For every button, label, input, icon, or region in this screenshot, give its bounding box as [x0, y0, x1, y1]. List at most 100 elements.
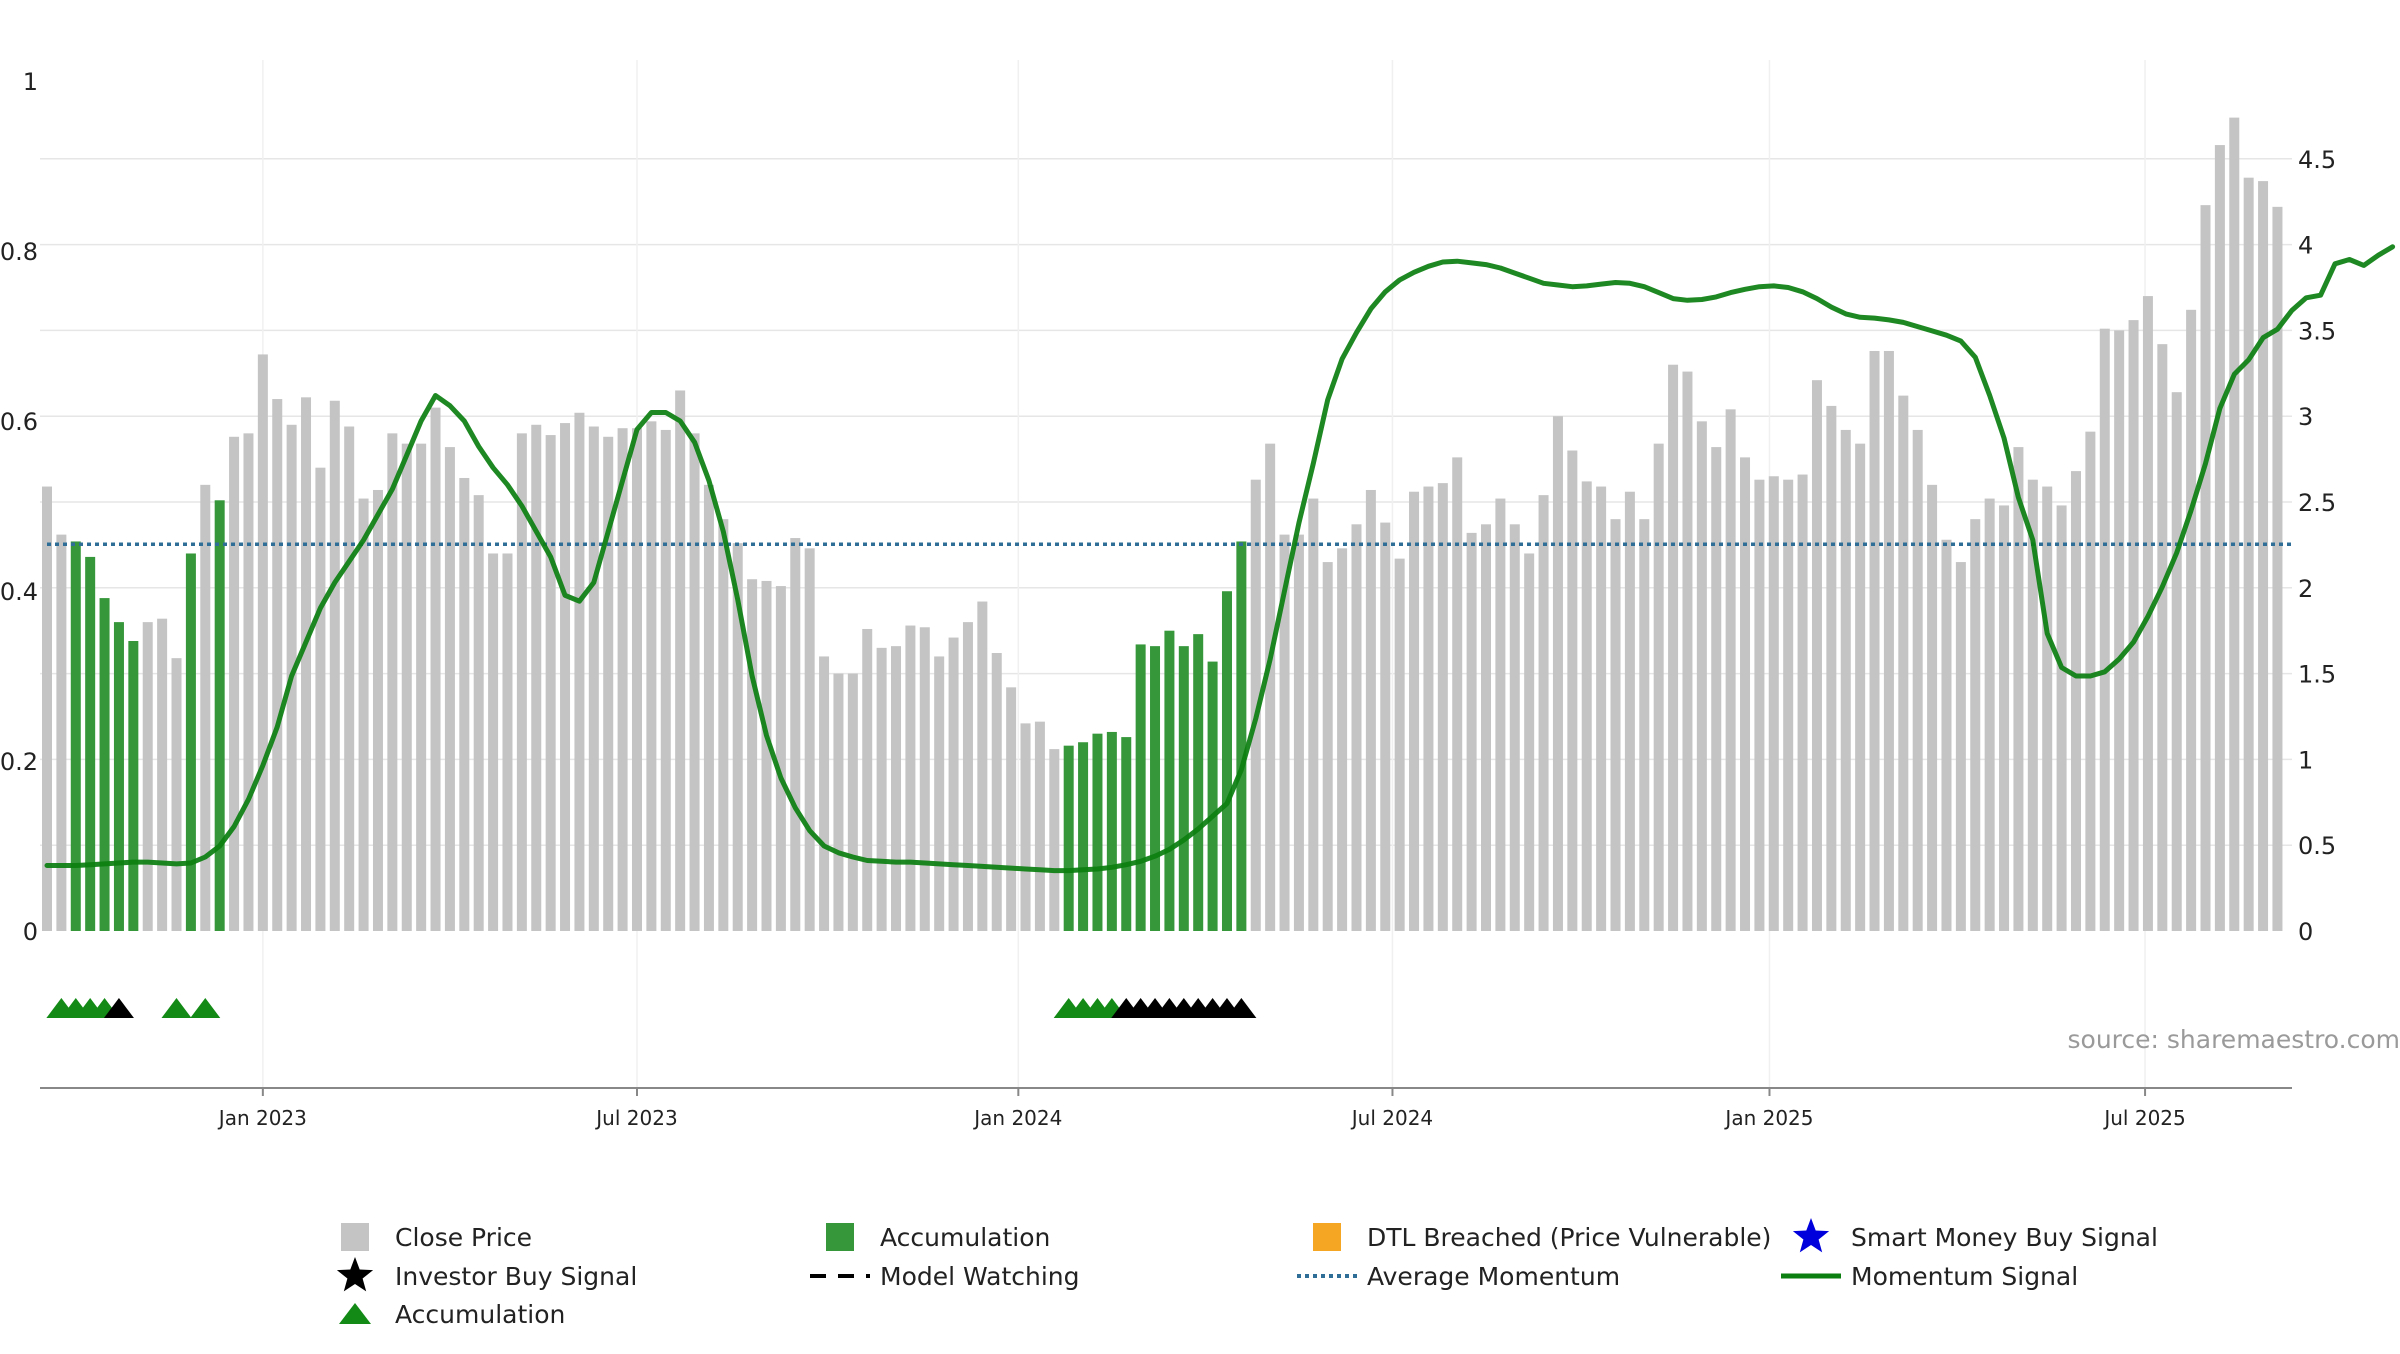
close-price-bar — [143, 622, 153, 931]
close-price-bar — [1524, 553, 1534, 931]
signal-markers — [46, 998, 1256, 1018]
close-price-bar — [819, 656, 829, 931]
legend-item: Investor Buy Signal — [337, 1257, 637, 1291]
close-price-bar — [790, 538, 800, 931]
accumulation-bar — [1164, 631, 1174, 931]
y-axis-right: 00.511.522.533.544.5 — [2298, 146, 2336, 946]
legend-triangle-icon — [339, 1303, 371, 1324]
legend-swatch — [826, 1223, 854, 1251]
close-price-bar — [1611, 519, 1621, 931]
close-price-bar — [2114, 330, 2124, 931]
y-right-tick-label: 1 — [2298, 746, 2313, 774]
close-price-bar — [1351, 524, 1361, 931]
y-axis-left: 00.20.40.60.81 — [0, 68, 38, 946]
source-credit: source: sharemaestro.com — [2068, 1025, 2400, 1054]
close-price-bar — [1495, 499, 1505, 931]
close-price-bar — [1711, 447, 1721, 931]
accumulation-bar — [1150, 646, 1160, 931]
close-price-bar — [416, 444, 426, 931]
close-price-bar — [2258, 181, 2268, 931]
close-price-bar — [2229, 118, 2239, 931]
close-price-bar — [402, 444, 412, 931]
accumulation-bar — [1236, 541, 1246, 931]
legend-label: Smart Money Buy Signal — [1851, 1223, 2158, 1252]
close-price-bar — [891, 646, 901, 931]
legend-label: Investor Buy Signal — [395, 1262, 637, 1291]
close-price-bar — [1884, 351, 1894, 931]
close-price-bar — [1423, 487, 1433, 931]
close-price-bar — [1639, 519, 1649, 931]
close-price-bar — [1970, 519, 1980, 931]
close-price-bar — [1395, 559, 1405, 931]
y-left-tick-label: 0.8 — [0, 238, 38, 266]
close-price-bar — [1337, 548, 1347, 931]
accumulation-bar — [114, 622, 124, 931]
legend-label: DTL Breached (Price Vulnerable) — [1367, 1223, 1771, 1252]
close-price-bar — [2157, 344, 2167, 931]
y-right-tick-label: 3.5 — [2298, 317, 2336, 345]
close-price-bar — [330, 401, 340, 931]
momentum-signal-group — [47, 247, 2393, 871]
x-tick-label: Jul 2025 — [2102, 1106, 2185, 1130]
close-price-bar — [172, 658, 182, 931]
close-price-bar — [373, 490, 383, 931]
close-price-bar — [359, 499, 369, 931]
close-price-bar — [1783, 480, 1793, 931]
close-price-bar — [272, 399, 282, 931]
legend-item: Close Price — [341, 1223, 532, 1252]
close-price-bar — [1927, 485, 1937, 931]
y-left-tick-label: 0.6 — [0, 408, 38, 436]
x-tick-label: Jan 2023 — [217, 1106, 307, 1130]
legend-item: Accumulation — [339, 1300, 565, 1329]
close-price-bar — [618, 428, 628, 931]
close-price-bar — [675, 390, 685, 931]
close-price-bar — [2272, 207, 2282, 931]
accumulation-bar — [1136, 644, 1146, 931]
close-price-bar — [2215, 145, 2225, 931]
close-price-bar — [1006, 687, 1016, 931]
accumulation-bar — [1064, 746, 1074, 931]
accumulation-bar — [1222, 591, 1232, 931]
close-price-bar — [1380, 523, 1390, 931]
price-bars — [42, 118, 2282, 931]
accumulation-bar — [1208, 662, 1218, 931]
close-price-bar — [502, 553, 512, 931]
accumulation-bar — [215, 500, 225, 931]
close-price-bar — [589, 426, 599, 931]
close-price-bar — [445, 447, 455, 931]
close-price-bar — [2085, 432, 2095, 931]
x-tick-label: Jan 2025 — [1723, 1106, 1813, 1130]
close-price-bar — [2201, 205, 2211, 931]
close-price-bar — [431, 408, 441, 931]
y-left-tick-label: 0 — [23, 918, 38, 946]
close-price-bar — [920, 627, 930, 931]
accumulation-bar — [1193, 634, 1203, 931]
close-price-bar — [1654, 444, 1664, 931]
close-price-bar — [1021, 723, 1031, 931]
close-price-bar — [1898, 396, 1908, 931]
close-price-bar — [1553, 416, 1563, 931]
x-tick-label: Jul 2024 — [1350, 1106, 1433, 1130]
close-price-bar — [1438, 483, 1448, 931]
close-price-bar — [1265, 444, 1275, 931]
y-left-tick-label: 0.4 — [0, 578, 38, 606]
legend-label: Close Price — [395, 1223, 532, 1252]
close-price-bar — [1582, 481, 1592, 931]
close-price-bar — [200, 485, 210, 931]
accumulation-bar — [1179, 646, 1189, 931]
close-price-bar — [546, 435, 556, 931]
y-left-tick-label: 0.2 — [0, 748, 38, 776]
close-price-bar — [2057, 505, 2067, 931]
close-price-bar — [258, 354, 268, 931]
close-price-bar — [474, 495, 484, 931]
close-price-bar — [315, 468, 325, 931]
close-price-bar — [157, 619, 167, 931]
close-price-bar — [2100, 329, 2110, 931]
close-price-bar — [805, 548, 815, 931]
close-price-bar — [905, 626, 915, 931]
close-price-bar — [1409, 492, 1419, 931]
close-price-bar — [1510, 524, 1520, 931]
close-price-bar — [2186, 310, 2196, 931]
x-tick-label: Jul 2023 — [594, 1106, 677, 1130]
